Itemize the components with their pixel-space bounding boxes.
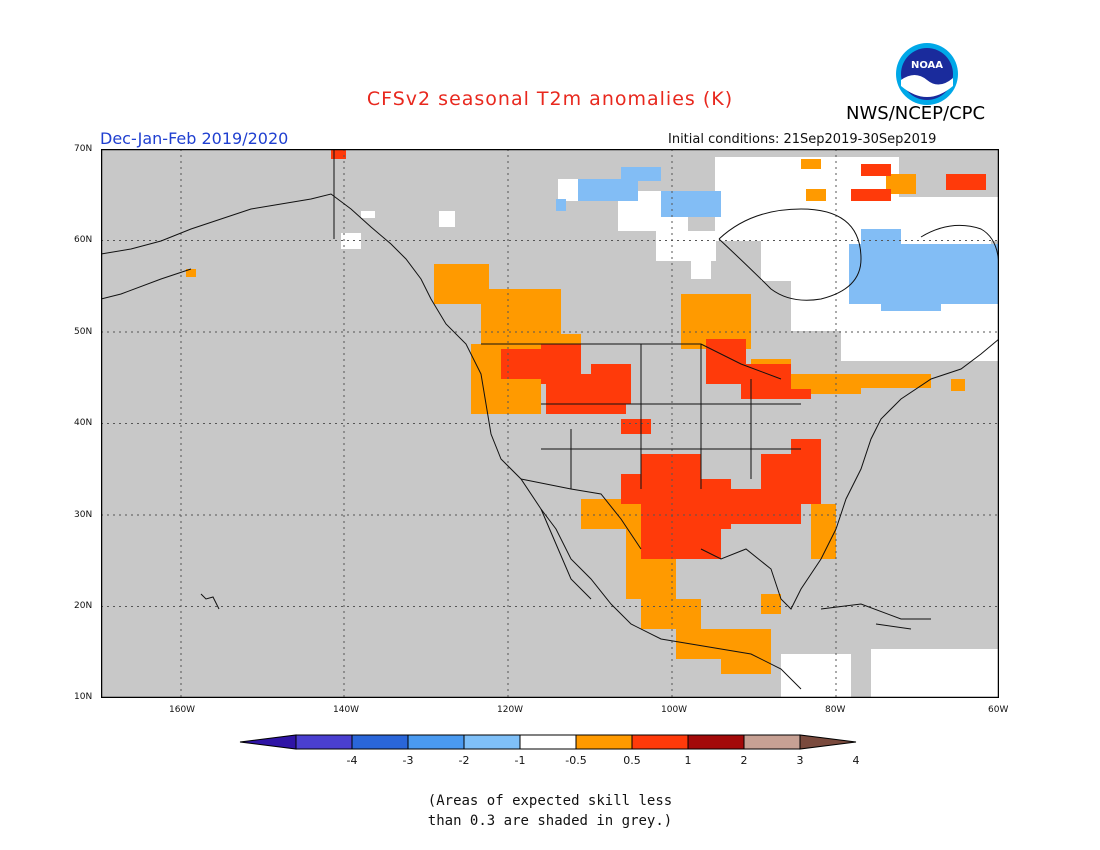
negative-anomaly-region [556,167,999,311]
coastlines [101,193,999,690]
colorbar-tick-label: 2 [741,754,748,767]
logo-text: NOAA [911,60,943,71]
strong-positive-anomaly-region [331,149,986,559]
lon-label: 100W [661,705,688,715]
colorbar-segment [687,734,745,750]
lat-label: 50N [74,327,93,337]
initial-conditions-label: Initial conditions: 21Sep2019-30Sep2019 [668,132,937,147]
organization-label: NWS/NCEP/CPC [846,103,986,124]
lon-label: 80W [825,705,846,715]
lat-label: 60N [74,235,93,245]
season-label: Dec-Jan-Feb 2019/2020 [100,129,289,148]
lat-label: 70N [74,144,93,154]
lat-label: 30N [74,510,93,520]
colorbar-arrow-low [239,734,297,750]
colorbar-tick-label: -1 [515,754,526,767]
colorbar-segment [407,734,465,750]
colorbar-tick-label: -3 [403,754,414,767]
colorbar-tick-label: 4 [853,754,860,767]
colorbar-tick-label: -2 [459,754,470,767]
graticule [101,149,999,698]
lat-label: 10N [74,692,93,702]
colorbar-segment [575,734,633,750]
anomaly-map [101,149,999,698]
political-borders [333,149,801,550]
lon-label: 160W [169,705,196,715]
colorbar-tick-label: 3 [797,754,804,767]
lon-label: 140W [333,705,360,715]
colorbar-segment [631,734,689,750]
colorbar-tick-label: 0.5 [623,754,641,767]
colorbar-segment [463,734,521,750]
map-title: CFSv2 seasonal T2m anomalies (K) [366,88,734,110]
noaa-logo: NOAA [896,43,958,105]
colorbar-segment [295,734,353,750]
colorbar-segment [743,734,801,750]
lat-label: 40N [74,418,93,428]
lon-label: 120W [497,705,524,715]
lon-label: 60W [988,705,1009,715]
colorbar-tick-label: 1 [685,754,692,767]
map-frame [101,149,999,698]
colorbar-segment [519,734,577,750]
colorbar-tick-label: -0.5 [565,754,586,767]
skill-note-line-1: (Areas of expected skill less [427,793,673,809]
skill-note-line-2: than 0.3 are shaded in grey.) [427,813,673,829]
colorbar-segment [351,734,409,750]
colorbar: -4 -3 -2 -1 -0.5 0.5 1 2 3 4 [239,734,860,767]
colorbar-tick-label: -4 [347,754,358,767]
colorbar-arrow-high [799,734,857,750]
lat-label: 20N [74,601,93,611]
